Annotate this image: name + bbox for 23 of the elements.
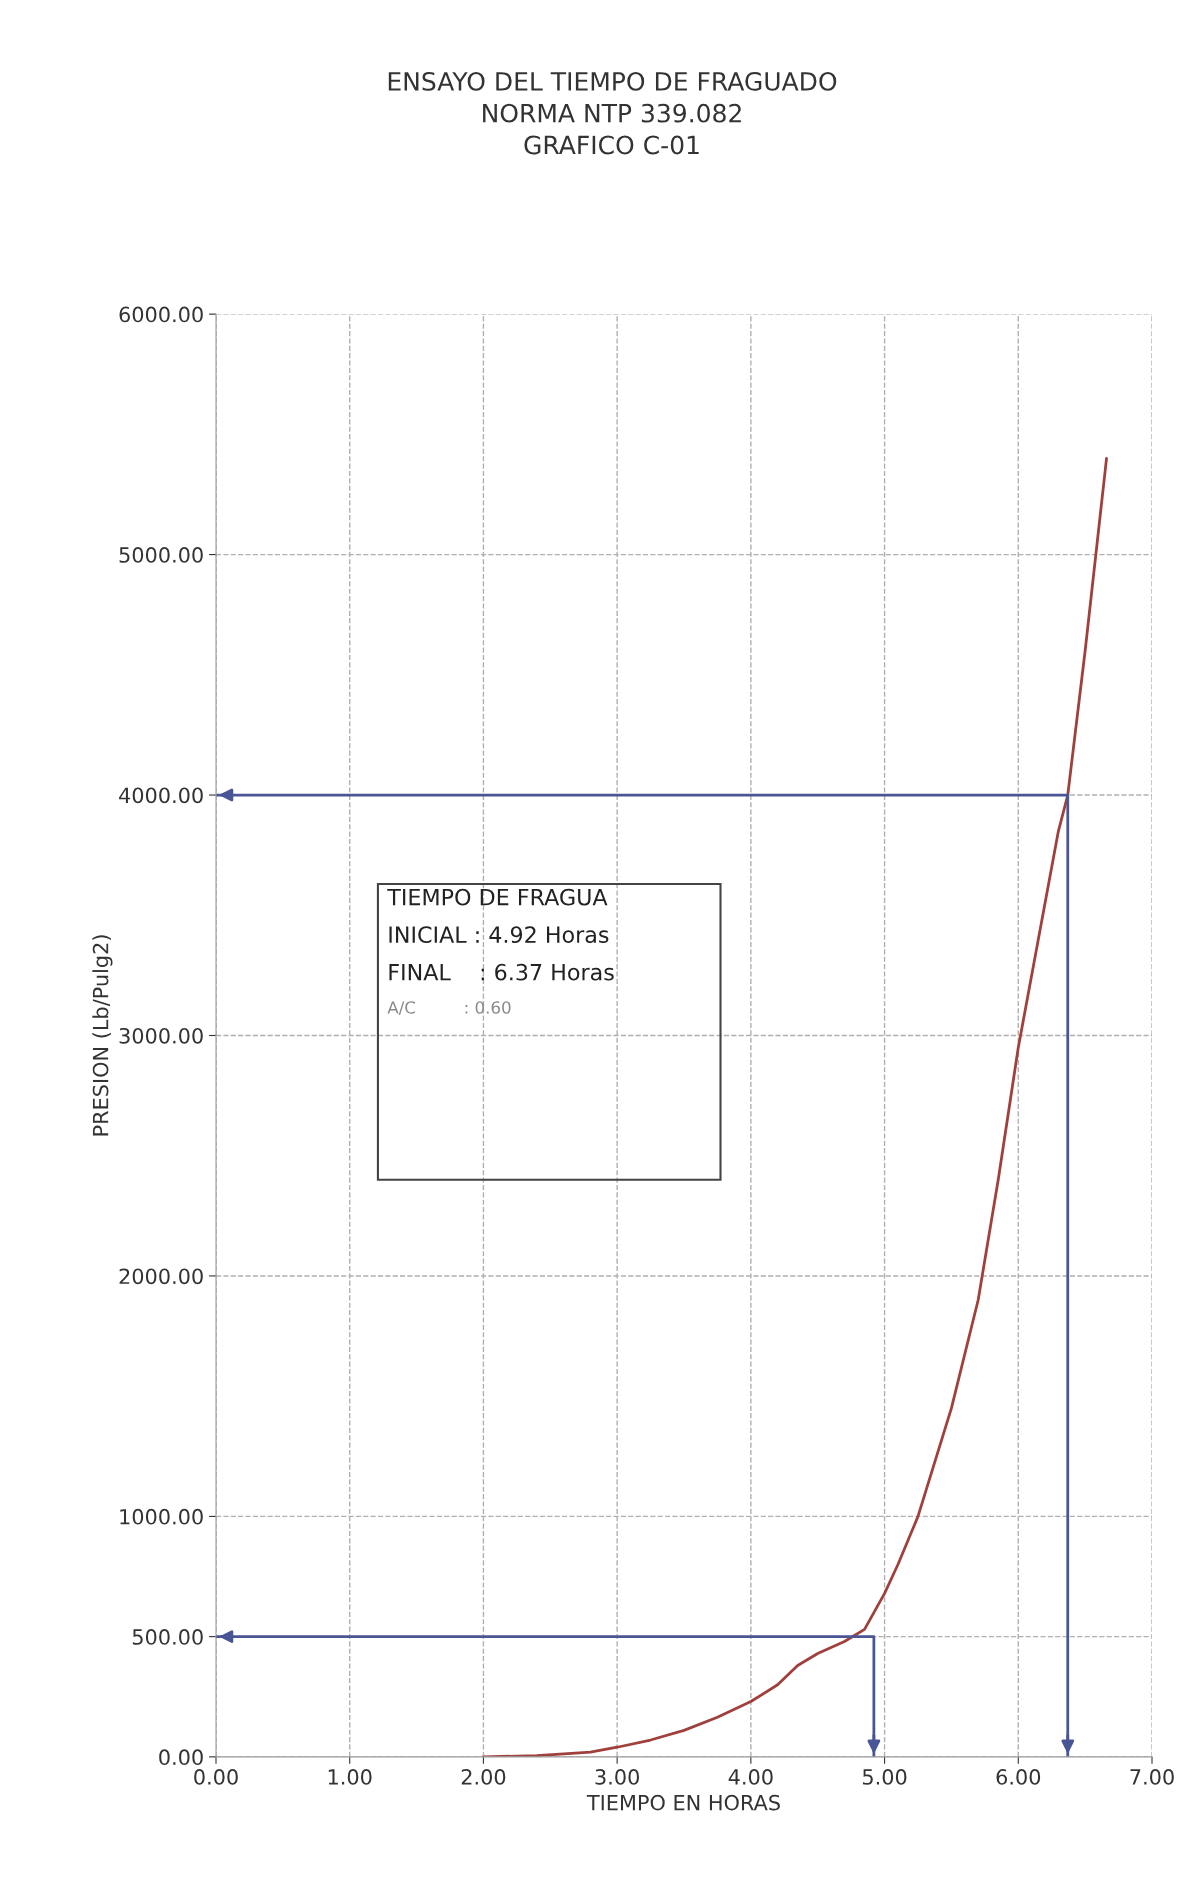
annotation: TIEMPO DE FRAGUA [387, 888, 608, 906]
x-axis-title: TIEMPO EN HORAS [586, 1794, 780, 1811]
annotation: INICIAL : 4.92 Horas [389, 926, 609, 944]
y-tick-label: 5000.00 [119, 547, 203, 563]
y-tick-label: 6000.00 [119, 306, 203, 323]
x-tick-label: 4.00 [728, 1769, 773, 1785]
y-tick-label: 4000.00 [119, 787, 203, 804]
chart-title: ENSAYO DEL TIEMPO DE FRAGUADO NORMA NTP 339.082 GRAFICO C-01 [388, 71, 837, 155]
y-tick-label: 500.00 [132, 1629, 203, 1645]
x-tick-label: 2.00 [461, 1769, 506, 1785]
annotation: A/C : 0.60 [387, 1001, 511, 1016]
y-tick-label: 0.00 [159, 1749, 203, 1766]
x-tick-label: 5.00 [862, 1769, 907, 1785]
annotation: FINAL : 6.37 Horas [389, 963, 614, 981]
x-tick-label: 1.00 [328, 1769, 372, 1785]
x-tick-label: 0.00 [194, 1769, 238, 1785]
y-axis-title: PRESION (Lb/Pulg2) [92, 935, 113, 1136]
y-tick-label: 3000.00 [119, 1027, 203, 1044]
y-tick-label: 1000.00 [120, 1508, 203, 1525]
x-tick-label: 3.00 [595, 1769, 639, 1785]
y-tick-label: 2000.00 [119, 1268, 203, 1285]
x-tick-label: 6.00 [996, 1769, 1041, 1785]
x-tick-label: 7.00 [1130, 1769, 1174, 1785]
